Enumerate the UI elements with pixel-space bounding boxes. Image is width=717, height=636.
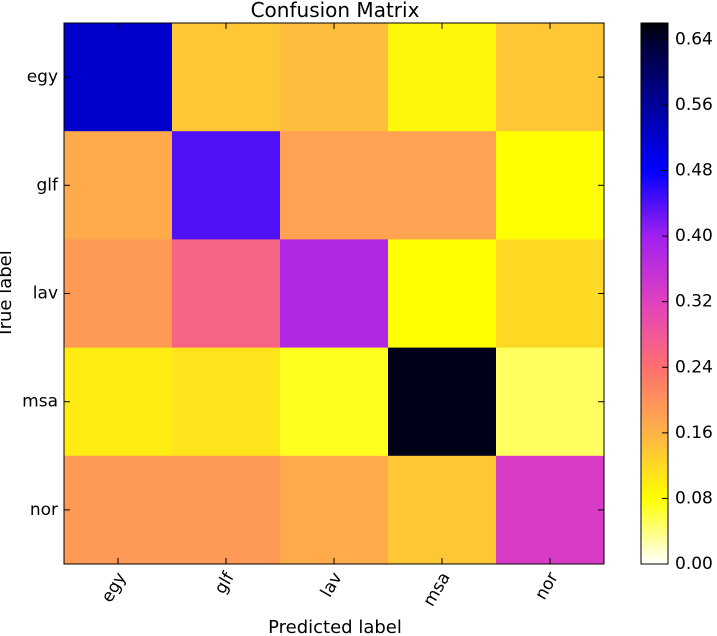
colorbar-ticks: 0.00 0.08 0.16 0.24 0.32 0.40 0.48 0.56 0.64 xyxy=(662,29,713,574)
heatmap-cell-egy-lav xyxy=(280,23,389,132)
colorbar-tick-label: 0.08 xyxy=(675,488,713,508)
heatmap-cell-lav-nor xyxy=(496,239,605,349)
colorbar-tick-label: 0.00 xyxy=(675,554,713,574)
heatmap-cell-nor-lav xyxy=(280,455,389,565)
heatmap-cell-nor-nor xyxy=(496,455,605,565)
y-tick-label: glf xyxy=(37,175,60,195)
heatmap-cell-lav-glf xyxy=(172,239,281,349)
heatmap-cell-lav-msa xyxy=(388,239,497,349)
x-tick-label: nor xyxy=(531,569,562,603)
x-tick-label: glf xyxy=(211,568,240,597)
heatmap-cell-msa-nor xyxy=(496,347,605,457)
heatmap-cell-glf-glf xyxy=(172,131,281,240)
heatmap-cell-nor-egy xyxy=(64,455,173,565)
x-tick-label: egy xyxy=(98,569,131,606)
x-tick-label: msa xyxy=(419,569,454,610)
colorbar-tick-label: 0.64 xyxy=(675,29,713,49)
y-tick-label: egy xyxy=(27,67,58,87)
colorbar-tick-label: 0.48 xyxy=(675,161,713,181)
heatmap-cell-glf-egy xyxy=(64,131,173,240)
heatmap-cell-msa-msa xyxy=(388,347,497,457)
colorbar-tick-label: 0.16 xyxy=(675,423,713,443)
y-tick-label: nor xyxy=(30,500,58,520)
heatmap-cell-glf-nor xyxy=(496,131,605,240)
heatmap-cell-glf-msa xyxy=(388,131,497,240)
heatmap-cell-egy-egy xyxy=(64,23,173,132)
heatmap-cell-lav-egy xyxy=(64,239,173,349)
heatmap-cell-msa-glf xyxy=(172,347,281,457)
colorbar-tick-label: 0.24 xyxy=(675,357,713,377)
heatmap-cell-nor-msa xyxy=(388,455,497,565)
colorbar-tick-label: 0.40 xyxy=(675,226,713,246)
chart-title: Confusion Matrix xyxy=(251,0,420,22)
heatmap-cell-nor-glf xyxy=(172,455,281,565)
colorbar-tick-label: 0.32 xyxy=(675,292,713,312)
heatmap-cell-lav-lav xyxy=(280,239,389,349)
heatmap-cell-glf-lav xyxy=(280,131,389,240)
y-tick-label: lav xyxy=(33,284,58,304)
colorbar xyxy=(640,22,669,565)
y-axis-ticks: egy glf lav msa nor xyxy=(22,67,604,520)
y-tick-label: msa xyxy=(22,392,58,412)
heatmap-cells xyxy=(64,23,605,565)
heatmap-cell-msa-egy xyxy=(64,347,173,457)
heatmap-cell-egy-glf xyxy=(172,23,281,132)
heatmap-cell-egy-nor xyxy=(496,23,605,132)
y-axis-label: True label xyxy=(0,250,16,339)
heatmap-cell-egy-msa xyxy=(388,23,497,132)
x-axis-label: Predicted label xyxy=(268,617,402,636)
heatmap-cell-msa-lav xyxy=(280,347,389,457)
x-tick-label: lav xyxy=(317,569,347,601)
colorbar-tick-label: 0.56 xyxy=(675,95,713,115)
